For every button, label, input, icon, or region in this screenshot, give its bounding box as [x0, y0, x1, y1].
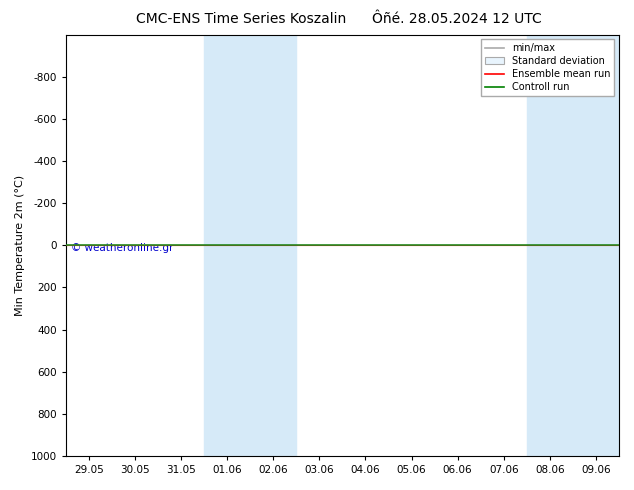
Text: © weatheronline.gr: © weatheronline.gr — [71, 243, 174, 253]
Bar — [204, 35, 296, 456]
Text: Ôñé. 28.05.2024 12 UTC: Ôñé. 28.05.2024 12 UTC — [372, 12, 541, 26]
Bar — [527, 35, 619, 456]
Legend: min/max, Standard deviation, Ensemble mean run, Controll run: min/max, Standard deviation, Ensemble me… — [481, 40, 614, 96]
Text: CMC-ENS Time Series Koszalin: CMC-ENS Time Series Koszalin — [136, 12, 346, 26]
Y-axis label: Min Temperature 2m (°C): Min Temperature 2m (°C) — [15, 175, 25, 316]
